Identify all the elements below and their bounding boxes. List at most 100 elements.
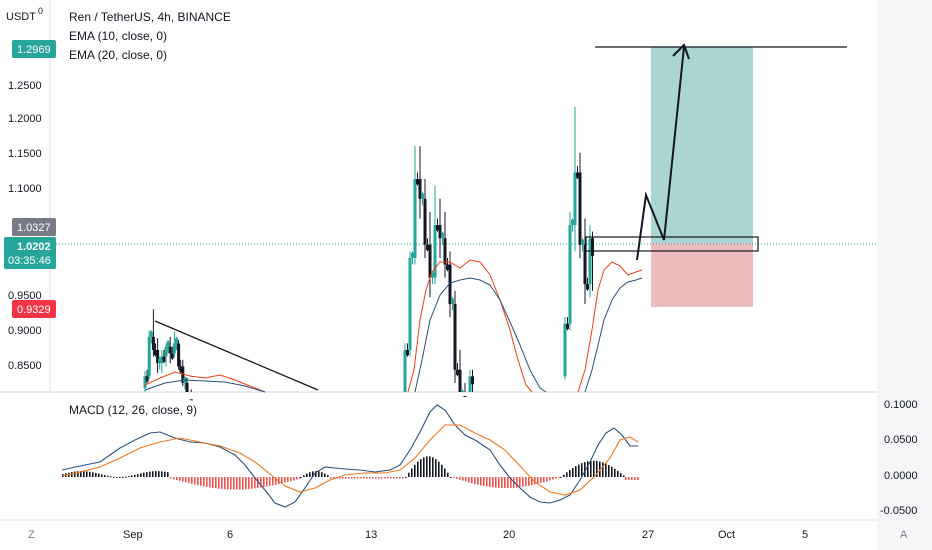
symbol-title[interactable]: Ren / TetherUS, 4h, BINANCE (69, 10, 231, 24)
price-axis[interactable]: 1.2500 1.2000 1.1500 1.1000 0.9500 0.900… (8, 80, 42, 372)
macd-hist-bar (134, 474, 136, 477)
macd-hist-bar (164, 471, 166, 477)
candle-body (168, 346, 172, 354)
macd-hist-bar (390, 477, 392, 479)
price-tick: 1.1000 (8, 183, 42, 195)
macd-hist-bar (531, 477, 533, 486)
candle-body (463, 396, 467, 398)
macd-tick: 0.1000 (884, 399, 918, 411)
macd-hist-bar (631, 477, 633, 480)
macd-hist-bar (71, 472, 73, 477)
ema10-line-mid (407, 259, 533, 393)
macd-hist-bar (468, 477, 470, 483)
macd-axis[interactable]: 0.1000 0.0500 0.0000 -0.0500 (880, 399, 918, 517)
macd-hist-bar (306, 473, 308, 477)
macd-hist-bar (498, 477, 500, 488)
macd-hist-bar (465, 477, 467, 482)
candle-body (156, 350, 160, 364)
candle-body (179, 366, 183, 372)
ema20-line-right (584, 277, 643, 393)
macd-hist-bar (104, 475, 106, 477)
macd-hist-bar (330, 477, 332, 479)
candle-body (591, 238, 594, 256)
candle-body (448, 264, 452, 304)
macd-hist-bar (287, 477, 289, 482)
macd-hist-bar (86, 471, 88, 477)
timezone-z-icon[interactable]: Z (28, 529, 35, 541)
entry-rectangle[interactable] (585, 236, 759, 252)
macd-hist-bar (266, 477, 268, 487)
ema20-legend[interactable]: EMA (20, close, 0) (69, 48, 167, 62)
macd-hist-bar (315, 471, 317, 477)
macd-hist-bar (212, 477, 214, 488)
stop-price-text: 0.9329 (17, 304, 51, 316)
macd-hist-bar (381, 477, 383, 479)
macd-hist-bar (312, 471, 314, 477)
candle-body (185, 382, 189, 392)
signal-line (61, 424, 639, 496)
macd-hist-bar (140, 473, 142, 477)
macd-hist-bar (563, 474, 565, 477)
macd-hist-bar (209, 477, 211, 488)
macd-hist-bar (300, 477, 302, 478)
macd-hist-bar (417, 461, 419, 477)
current-price-badge (4, 237, 56, 269)
macd-hist-bar (387, 477, 389, 479)
macd-hist-bar (426, 456, 428, 477)
macd-hist-bar (158, 471, 160, 477)
macd-hist-bar (429, 456, 431, 477)
candle-body (438, 225, 442, 239)
candle-body (413, 179, 417, 258)
macd-hist-bar (101, 474, 103, 477)
stop-price-badge (12, 300, 56, 318)
macd-line (61, 404, 638, 508)
time-tick: 5 (802, 529, 808, 541)
candle-body (458, 369, 462, 392)
candle-body (423, 198, 427, 245)
macd-hist-bar (357, 477, 359, 479)
macd-tick: -0.0500 (880, 505, 917, 517)
macd-hist-bar (611, 466, 613, 477)
macd-hist-bar (254, 477, 256, 489)
candle-body (453, 303, 457, 370)
candle-body (571, 219, 574, 226)
candle-body (573, 172, 577, 226)
ema10-legend[interactable]: EMA (10, close, 0) (69, 29, 167, 43)
macd-hist-bar (161, 471, 163, 477)
macd-hist-bar (342, 477, 344, 479)
candle-body (418, 179, 422, 199)
macd-hist-bar (275, 477, 277, 485)
macd-legend[interactable]: MACD (12, 26, close, 9) (69, 403, 197, 417)
macd-hist-bar (540, 477, 542, 484)
macd-hist-bar (623, 475, 625, 477)
macd-hist-bar (486, 477, 488, 487)
auto-scale-a-icon[interactable]: A (900, 529, 908, 541)
candle-body (175, 338, 178, 344)
price-tick: 0.9500 (8, 290, 42, 302)
macd-hist-bar (569, 470, 571, 477)
price-tick: 1.2000 (8, 113, 42, 125)
target-price-text: 1.2969 (17, 44, 51, 56)
macd-hist-bar (281, 477, 283, 484)
macd-hist-bar (167, 472, 169, 477)
macd-hist-bar (230, 477, 232, 490)
macd-hist-bar (269, 477, 271, 487)
time-tick: Oct (718, 529, 735, 541)
macd-hist-bar (590, 460, 592, 477)
macd-hist-bar (459, 477, 461, 480)
macd-tick: 0.0500 (884, 434, 918, 446)
macd-hist-bar (617, 470, 619, 477)
candle-body (421, 193, 424, 199)
time-tick: 27 (642, 529, 654, 541)
stop-zone[interactable] (651, 243, 753, 307)
descending-trendline[interactable] (154, 320, 319, 391)
time-axis[interactable]: Sep 6 13 20 27 Oct 5 (123, 529, 808, 541)
macd-hist-bar (248, 477, 250, 490)
macd-hist-bar (309, 472, 311, 477)
macd-hist-bar (581, 463, 583, 477)
candle-body (416, 179, 419, 185)
projection-path[interactable] (636, 46, 685, 261)
currency-label[interactable]: USDT (6, 11, 36, 23)
candle-body (456, 369, 459, 375)
